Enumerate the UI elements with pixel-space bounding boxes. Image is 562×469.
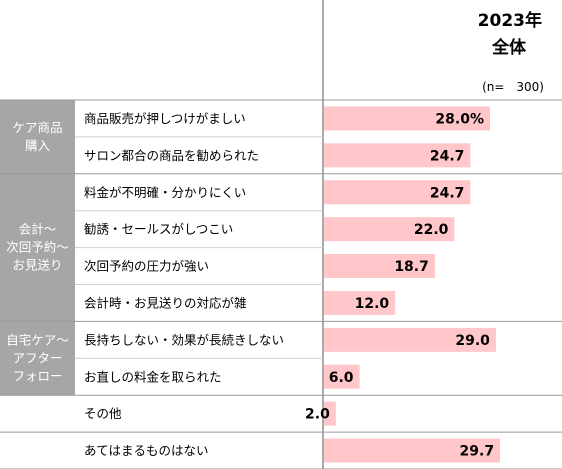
group-label: 購入 [25,138,51,153]
group-label: フォロー [12,368,62,383]
category-label: 料金が不明確・分かりにくい [84,185,246,200]
group-label: 自宅ケア～ [6,332,69,347]
data-label: 18.7 [394,259,429,275]
group-label: お見送り [12,258,62,273]
data-label: 29.0 [455,333,490,349]
category-label: 商品販売が押しつけがましい [84,111,246,126]
bar [324,401,336,426]
data-label: 24.7 [430,148,465,164]
group-cell [0,173,75,322]
data-label: 2.0 [305,407,330,423]
data-label: 28.0% [435,111,484,127]
category-label: 勧誘・セールスがしつこい [84,222,233,237]
chart-header: 2023年 全体 (n= 300) [0,0,562,100]
bar [324,217,455,242]
group-cell [0,321,75,396]
group-label: ケア商品 [12,120,62,135]
category-label: 会計時・お見送りの対応が雑 [84,295,247,310]
group-label: アフター [12,350,62,365]
group-cell [0,100,75,174]
bar [324,143,471,168]
category-label: あてはまるものはない [84,443,209,458]
bar [324,290,396,315]
data-label: 6.0 [329,370,354,386]
year-heading: 2023年 [477,11,542,31]
category-label: 長持ちしない・効果が長続きしない [84,332,284,347]
data-label: 12.0 [355,296,390,312]
bar [324,180,471,205]
data-label: 29.7 [460,444,495,460]
data-label: 24.7 [430,185,465,201]
bar [324,254,435,279]
segment-heading: 全体 [492,38,526,58]
bar [324,438,501,463]
bar [324,106,490,131]
data-label: 22.0 [414,222,449,238]
category-label: 次回予約の圧力が強い [84,259,209,274]
category-label: お直しの料金を取られた [84,369,222,384]
bar [324,364,360,389]
group-label: 会計～ [19,222,57,237]
bar [324,327,496,352]
category-label: その他 [84,406,122,421]
sample-size-label: (n= 300) [482,80,544,94]
category-label: サロン都合の商品を勧められた [84,148,259,163]
group-label: 次回予約～ [6,240,69,255]
